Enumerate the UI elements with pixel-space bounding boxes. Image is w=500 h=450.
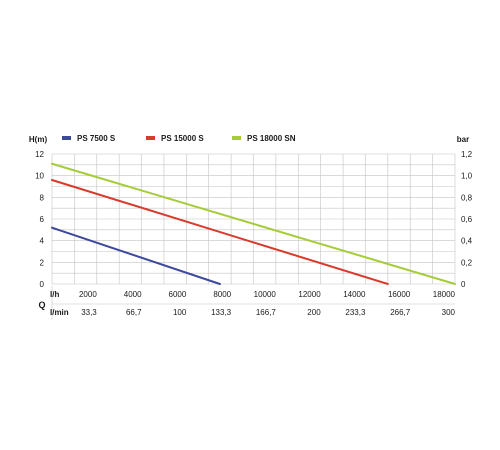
y-left-tick-label: 4 bbox=[40, 237, 45, 246]
y-left-tick-label: 6 bbox=[40, 215, 45, 224]
x-tick-label-lmin: 233,3 bbox=[345, 308, 366, 317]
x-tick-label-lmin: 266,7 bbox=[390, 308, 411, 317]
x-tick-label-lh: 8000 bbox=[213, 290, 231, 299]
x-tick-label-lmin: 66,7 bbox=[126, 308, 142, 317]
legend-label: PS 7500 S bbox=[77, 134, 116, 143]
x-tick-label-lh: 16000 bbox=[388, 290, 411, 299]
y-right-axis-title: bar bbox=[457, 135, 469, 144]
y-right-tick-label: 0,8 bbox=[461, 193, 473, 202]
y-left-tick-label: 2 bbox=[40, 258, 45, 267]
legend-swatch bbox=[146, 136, 155, 140]
x-tick-label-lh: 18000 bbox=[433, 290, 456, 299]
y-right-tick-label: 1,0 bbox=[461, 172, 473, 181]
y-left-tick-label: 10 bbox=[35, 172, 44, 181]
x-tick-label-lh: 2000 bbox=[79, 290, 97, 299]
legend: PS 7500 S PS 15000 S PS 18000 SN bbox=[62, 134, 296, 143]
y-right-tick-label: 0 bbox=[461, 280, 466, 289]
legend-swatch bbox=[232, 136, 241, 140]
y-right-tick-label: 1,2 bbox=[461, 150, 473, 159]
series-line bbox=[51, 179, 389, 285]
x-tick-label-lh: 12000 bbox=[298, 290, 321, 299]
legend-label: PS 18000 SN bbox=[247, 134, 296, 143]
x-tick-label-lh: 4000 bbox=[124, 290, 142, 299]
y-right-tick-label: 0,6 bbox=[461, 215, 473, 224]
y-left-tick-label: 0 bbox=[40, 280, 45, 289]
grid bbox=[51, 153, 456, 320]
x-tick-label-lh: 10000 bbox=[254, 290, 277, 299]
series-lines bbox=[51, 162, 456, 285]
x-tick-label-lmin: 100 bbox=[173, 308, 187, 317]
series-line bbox=[51, 226, 221, 285]
y-left-axis-title: H(m) bbox=[29, 135, 48, 144]
axis-labels: H(m) bar Q l/h l/min 0 2 4 6 8 10 12 0 0,2 0,4 0,6… bbox=[29, 135, 473, 317]
legend-label: PS 15000 S bbox=[161, 134, 204, 143]
row-label-lmin: l/min bbox=[50, 308, 69, 317]
x-tick-label-lmin: 33,3 bbox=[81, 308, 97, 317]
x-tick-label-lmin: 200 bbox=[307, 308, 321, 317]
series-line bbox=[51, 162, 456, 285]
y-left-tick-label: 12 bbox=[35, 150, 44, 159]
x-tick-label-lmin: 300 bbox=[442, 308, 456, 317]
y-right-tick-label: 0,2 bbox=[461, 258, 473, 267]
x-tick-label-lh: 14000 bbox=[343, 290, 366, 299]
x-tick-label-lmin: 166,7 bbox=[256, 308, 277, 317]
x-tick-label-lmin: 133,3 bbox=[211, 308, 232, 317]
row-label-lh: l/h bbox=[50, 290, 59, 299]
x-tick-label-lh: 6000 bbox=[169, 290, 187, 299]
y-left-tick-label: 8 bbox=[40, 193, 45, 202]
legend-swatch bbox=[62, 136, 71, 140]
q-label: Q bbox=[38, 300, 45, 310]
y-right-tick-label: 0,4 bbox=[461, 237, 473, 246]
